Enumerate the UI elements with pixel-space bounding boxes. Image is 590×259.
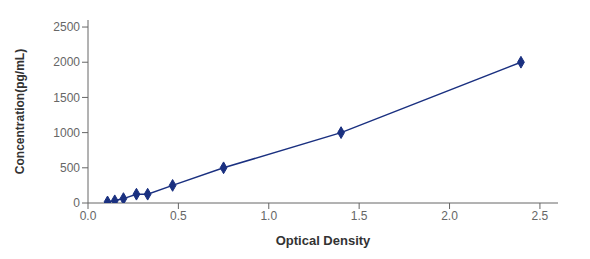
- svg-text:1.5: 1.5: [351, 209, 368, 223]
- svg-text:500: 500: [60, 161, 80, 175]
- svg-text:0: 0: [73, 196, 80, 210]
- svg-text:0.0: 0.0: [80, 209, 97, 223]
- svg-text:2500: 2500: [53, 20, 80, 34]
- svg-text:Optical Density: Optical Density: [276, 233, 371, 248]
- svg-text:1000: 1000: [53, 126, 80, 140]
- svg-text:2.0: 2.0: [441, 209, 458, 223]
- svg-text:1.0: 1.0: [260, 209, 277, 223]
- svg-text:2000: 2000: [53, 55, 80, 69]
- svg-text:0.5: 0.5: [170, 209, 187, 223]
- svg-text:1500: 1500: [53, 91, 80, 105]
- svg-text:Concentration(pg/mL): Concentration(pg/mL): [13, 49, 27, 174]
- svg-text:2.5: 2.5: [532, 209, 549, 223]
